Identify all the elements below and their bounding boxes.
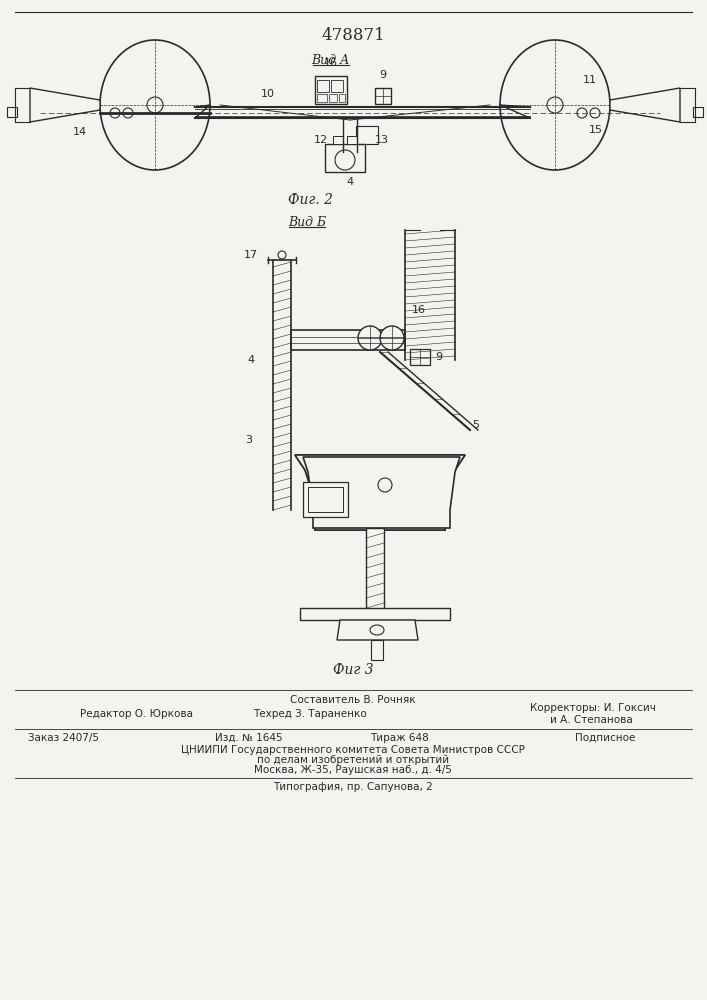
Bar	[7, 107, 17, 117]
Text: 3: 3	[245, 435, 252, 445]
Bar	[366, 528, 384, 610]
Bar	[371, 640, 383, 660]
Circle shape	[380, 326, 404, 350]
Text: Изд. № 1645: Изд. № 1645	[215, 733, 283, 743]
Circle shape	[358, 326, 382, 350]
Bar	[303, 482, 348, 517]
Bar	[333, 136, 343, 144]
Polygon shape	[610, 88, 680, 122]
Circle shape	[123, 108, 133, 118]
Bar	[315, 76, 347, 104]
Polygon shape	[295, 455, 465, 530]
Bar	[331, 80, 343, 92]
Text: Москва, Ж-35, Раушская наб., д. 4/5: Москва, Ж-35, Раушская наб., д. 4/5	[254, 765, 452, 775]
Bar	[291, 330, 405, 350]
Circle shape	[110, 108, 120, 118]
Text: 10: 10	[261, 89, 275, 99]
Text: Техред З. Тараненко: Техред З. Тараненко	[253, 709, 367, 719]
Text: Типография, пр. Сапунова, 2: Типография, пр. Сапунова, 2	[273, 782, 433, 792]
Bar	[317, 94, 327, 102]
Text: Фиг 3: Фиг 3	[333, 663, 373, 677]
Text: 17: 17	[244, 250, 258, 260]
Text: Тираж 648: Тираж 648	[370, 733, 428, 743]
Bar	[693, 107, 703, 117]
Text: 478871: 478871	[321, 26, 385, 43]
Text: по делам изобретений и открытий: по делам изобретений и открытий	[257, 755, 449, 765]
Text: ЦНИИПИ Государственного комитета Совета Министров СССР: ЦНИИПИ Государственного комитета Совета …	[181, 745, 525, 755]
Circle shape	[577, 108, 587, 118]
Text: 5: 5	[472, 420, 479, 430]
Bar	[410, 349, 430, 365]
Circle shape	[590, 108, 600, 118]
Bar	[356, 126, 378, 144]
Circle shape	[378, 478, 392, 492]
Text: Фиг. 2: Фиг. 2	[288, 193, 332, 207]
Bar	[317, 80, 329, 92]
Circle shape	[335, 150, 355, 170]
Text: 16: 16	[324, 58, 338, 68]
Text: 11: 11	[583, 75, 597, 85]
Text: 16: 16	[412, 305, 426, 315]
Ellipse shape	[370, 625, 384, 635]
Text: 9: 9	[435, 352, 442, 362]
Text: 12: 12	[314, 135, 328, 145]
Text: Составитель В. Рочняк: Составитель В. Рочняк	[290, 695, 416, 705]
Text: 4: 4	[248, 355, 255, 365]
Bar	[308, 487, 343, 512]
Circle shape	[278, 251, 286, 259]
Polygon shape	[30, 88, 100, 122]
Text: Редактор О. Юркова: Редактор О. Юркова	[80, 709, 193, 719]
Bar	[347, 136, 357, 144]
Polygon shape	[303, 457, 460, 528]
Bar	[375, 88, 391, 104]
Ellipse shape	[500, 40, 610, 170]
Bar	[329, 94, 337, 102]
Text: 14: 14	[73, 127, 87, 137]
Text: Вид А: Вид А	[311, 53, 349, 66]
Circle shape	[147, 97, 163, 113]
Text: 15: 15	[589, 125, 603, 135]
Bar	[325, 144, 365, 172]
Text: Вид Б: Вид Б	[288, 216, 326, 229]
Text: Подписное: Подписное	[575, 733, 636, 743]
Text: и А. Степанова: и А. Степанова	[550, 715, 633, 725]
Text: Корректоры: И. Гоксич: Корректоры: И. Гоксич	[530, 703, 656, 713]
Polygon shape	[337, 620, 418, 640]
Polygon shape	[295, 455, 465, 530]
Text: Заказ 2407/5: Заказ 2407/5	[28, 733, 99, 743]
Circle shape	[547, 97, 563, 113]
Text: 13: 13	[375, 135, 389, 145]
Bar	[300, 608, 450, 620]
Ellipse shape	[100, 40, 210, 170]
Text: 4: 4	[346, 177, 354, 187]
Bar	[339, 94, 345, 102]
Text: 9: 9	[380, 70, 387, 80]
